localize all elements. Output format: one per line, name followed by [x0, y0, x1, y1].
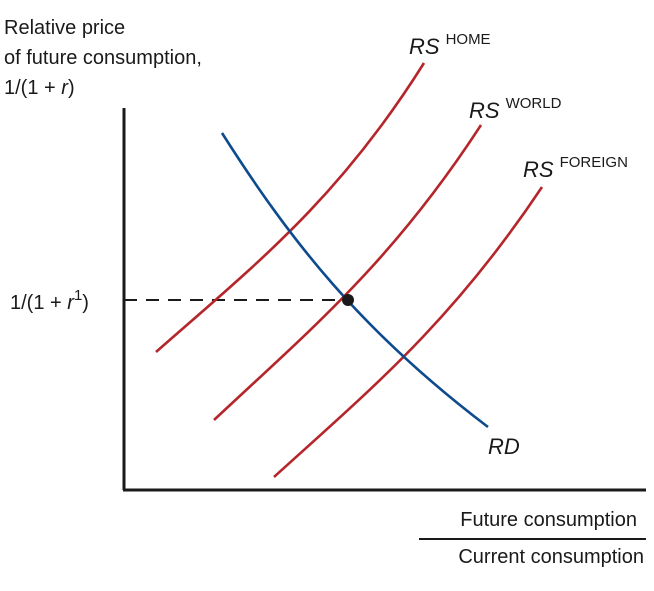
rs-foreign-label: RS FOREIGN [523, 154, 628, 182]
x-axis-numerator: Future consumption [460, 509, 637, 531]
rs-world-curve [213, 124, 483, 421]
rd-label: RD [488, 434, 520, 459]
equilibrium-point [342, 294, 354, 306]
x-axis-denominator: Current consumption [458, 546, 644, 568]
rs-world-label: RS WORLD [469, 95, 562, 123]
y-axis-label-line1: Relative price [4, 17, 125, 39]
y-axis-label-line3: 1/(1 + r) [4, 77, 75, 99]
rs-home-label: RS HOME [409, 31, 491, 59]
rd-curve [220, 132, 489, 429]
rs-foreign-curve [273, 186, 544, 478]
rs-home-curve [155, 62, 426, 353]
equilibrium-rate-label: 1/(1 + r1) [10, 287, 89, 314]
y-axis-label-line2: of future consumption, [4, 47, 202, 69]
